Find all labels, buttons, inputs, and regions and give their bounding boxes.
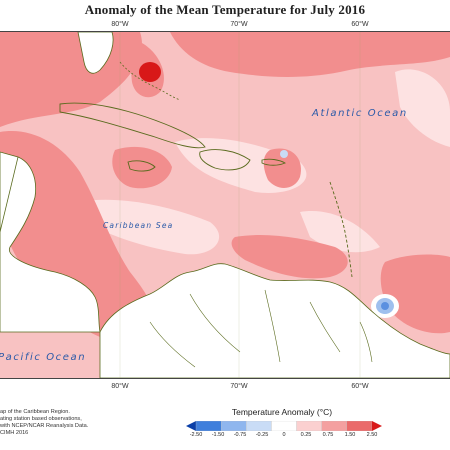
warm-anomaly-zone: [170, 32, 450, 77]
lon-tick-top-80w: 80°W: [111, 21, 129, 28]
legend-colorbar: [186, 421, 382, 431]
credit-line: ating station based observations,: [0, 416, 82, 422]
country-border: [149, 289, 373, 368]
hot-anomaly-spot: [139, 62, 161, 82]
legend-swatch: [195, 421, 222, 431]
legend-title: Temperature Anomaly (°C): [231, 407, 333, 417]
anomaly-map: Atlantic Ocean Caribbean Sea Pacific Oce…: [0, 31, 450, 379]
lon-tick-bottom-80w: 80°W: [111, 383, 129, 390]
credit-line: ap of the Caribbean Region.: [0, 409, 70, 415]
map-credits: ap of the Caribbean Region. ating statio…: [0, 409, 88, 437]
puerto-rico-outline: [261, 158, 286, 166]
legend-swatch: [186, 421, 196, 431]
legend-label: -1.50: [211, 432, 225, 438]
legend-label: 0.75: [322, 432, 334, 438]
legend-swatch: [321, 421, 348, 431]
lesser-antilles-outline: [329, 181, 353, 278]
jamaica-outline: [127, 160, 156, 172]
legend-swatch: [372, 421, 382, 431]
hispaniola-outline: [199, 149, 251, 171]
legend-swatch: [271, 421, 297, 431]
pacific-ocean-label: Pacific Ocean: [0, 352, 87, 363]
lon-tick-bottom-70w: 70°W: [230, 383, 248, 390]
south-america-land: [99, 263, 450, 378]
cool-anomaly-core: [381, 302, 389, 310]
credit-line: with NCEP/NCAR Reanalysis Data.: [0, 423, 89, 429]
credit-line: CIMH 2016: [0, 430, 29, 436]
warm-anomaly-zone: [112, 146, 172, 189]
legend-label: 0: [282, 432, 286, 438]
florida-land: [77, 32, 114, 74]
map-title: Anomaly of the Mean Temperature for July…: [84, 2, 366, 17]
legend-label: -0.25: [255, 432, 269, 438]
legend-label: -2.50: [189, 432, 203, 438]
legend-swatch: [346, 421, 373, 431]
central-america-land: [0, 156, 101, 333]
legend-label: -0.75: [233, 432, 247, 438]
atlantic-ocean-label: Atlantic Ocean: [312, 108, 408, 119]
map-canvas: [0, 32, 450, 378]
cuba-outline: [59, 102, 206, 149]
warm-anomaly-zone: [231, 235, 348, 279]
warm-anomaly-zone: [263, 148, 301, 188]
lon-tick-top-70w: 70°W: [230, 21, 248, 28]
legend-swatch: [246, 421, 272, 431]
legend-swatch: [296, 421, 322, 431]
legend-label: 1.50: [344, 432, 356, 438]
caribbean-sea-label: Caribbean Sea: [103, 221, 174, 230]
lon-tick-bottom-60w: 60°W: [351, 383, 369, 390]
warm-anomaly-zone: [380, 254, 450, 334]
legend-label: 2.50: [366, 432, 378, 438]
legend-label: 0.25: [300, 432, 312, 438]
meridian-grid: [119, 32, 361, 378]
light-anomaly-zone: [395, 69, 450, 147]
cool-anomaly-spot: [280, 150, 288, 158]
warm-anomaly-zone: [0, 131, 157, 345]
lon-tick-top-60w: 60°W: [351, 21, 369, 28]
legend-swatch: [220, 421, 247, 431]
